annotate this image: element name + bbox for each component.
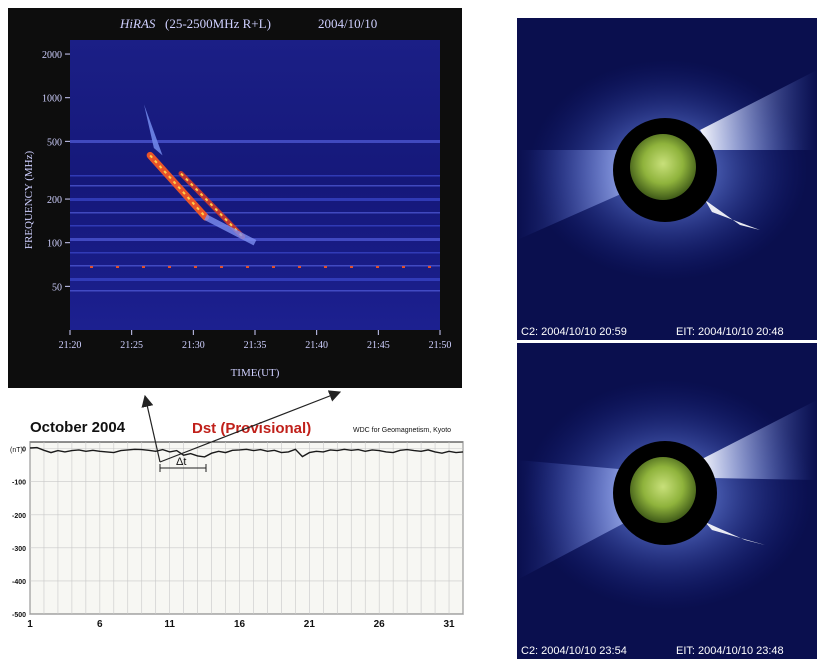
dst-x-tick-label: 31	[443, 619, 455, 630]
hiras-y-tick-label: 200	[47, 195, 62, 206]
dst-grid	[29, 442, 464, 615]
eit-sun-disk	[630, 457, 696, 523]
interference-dot	[324, 266, 327, 268]
hiras-y-tick-label: 500	[47, 137, 62, 148]
interference-dot	[90, 266, 93, 268]
interference-band	[70, 185, 440, 187]
dst-y-tick-label: -500	[12, 612, 26, 619]
eit-sun-disk	[630, 134, 696, 200]
arrow-to-burst-end	[159, 390, 342, 463]
burst-tail	[204, 214, 257, 246]
dst-y-tick-label: -400	[12, 579, 26, 586]
interference-band	[70, 212, 440, 214]
streamer-w	[517, 150, 630, 240]
hiras-x-tick-label: 21:45	[367, 340, 390, 351]
dst-panel: October 2004 Dst (Provisional) WDC for G…	[10, 419, 464, 630]
dst-y-ticks: 0 -100 -200 -300 -400 -500	[12, 447, 26, 619]
hiras-title-instrument: HiRAS	[119, 16, 156, 31]
interference-dot	[376, 266, 379, 268]
delta-t-marker: Δt	[159, 456, 207, 472]
interference-dot	[246, 266, 249, 268]
interference-dot	[298, 266, 301, 268]
lasco-top-c2-label: C2: 2004/10/10 20:59	[521, 326, 627, 338]
interference-band	[70, 225, 440, 227]
hiras-title-range: (25-2500MHz R+L)	[165, 16, 271, 31]
dst-y-tick-label: 0	[22, 447, 26, 454]
dst-x-tick-label: 6	[97, 619, 103, 630]
dst-y-tick-label: -300	[12, 546, 26, 553]
interference-dot	[116, 266, 119, 268]
interference-band	[70, 175, 440, 177]
dst-y-tick-label: -200	[12, 513, 26, 520]
dst-x-tick-label: 11	[164, 619, 175, 630]
dst-month-label: October 2004	[30, 419, 126, 436]
hiras-ylabel: FREQUENCY (MHz)	[23, 151, 35, 250]
hiras-y-tick-label: 50	[52, 282, 62, 293]
connector-arrows	[141, 390, 342, 463]
hiras-y-tick-label: 2000	[42, 50, 62, 61]
hiras-x-tick-label: 21:50	[429, 340, 452, 351]
interference-band	[70, 140, 440, 143]
delta-t-label: Δt	[176, 456, 186, 468]
interference-dot	[272, 266, 275, 268]
lasco-top-eit-label: EIT: 2004/10/10 20:48	[676, 326, 784, 338]
interference-dot	[350, 266, 353, 268]
streamer-ne	[700, 400, 817, 480]
lasco-bottom-eit-label: EIT: 2004/10/10 23:48	[676, 645, 784, 657]
hiras-x-tick-label: 21:25	[120, 340, 143, 351]
radio-burst-features	[144, 104, 257, 246]
hiras-x-tick-label: 21:35	[244, 340, 267, 351]
lasco-bottom-c2-label: C2: 2004/10/10 23:54	[521, 645, 627, 657]
hiras-xlabel: TIME(UT)	[231, 367, 280, 379]
interference-dot	[194, 266, 197, 268]
lasco-image-bottom: C2: 2004/10/10 23:54 EIT: 2004/10/10 23:…	[517, 343, 817, 659]
dst-x-tick-label: 1	[27, 619, 33, 630]
dst-x-ticks: 1 6 11 16 21 26 31	[27, 619, 455, 630]
hiras-spectrum-panel: HiRAS (25-2500MHz R+L) 2004/10/10 FREQUE…	[8, 8, 462, 388]
streamer-w	[517, 460, 630, 580]
hiras-x-ticks: 21:20 21:25 21:30 21:35 21:40 21:45 21:50	[59, 330, 452, 351]
dst-title: Dst (Provisional)	[192, 420, 311, 437]
dst-y-tick-label: -100	[12, 480, 26, 487]
dst-x-tick-label: 21	[304, 619, 316, 630]
dst-x-tick-label: 16	[234, 619, 246, 630]
lasco-image-top: C2: 2004/10/10 20:59 EIT: 2004/10/10 20:…	[517, 18, 817, 340]
interference-band	[70, 198, 440, 201]
interference-dot	[142, 266, 145, 268]
interference-band	[70, 278, 440, 281]
dst-plot-area	[29, 441, 464, 615]
hiras-y-tick-label: 1000	[42, 94, 62, 105]
type-ii-burst-lane	[146, 151, 210, 221]
dst-x-tick-label: 26	[374, 619, 386, 630]
interference-band	[70, 290, 440, 292]
interference-dot	[168, 266, 171, 268]
hiras-x-tick-label: 21:40	[305, 340, 328, 351]
interference-band	[70, 265, 440, 267]
dst-source: WDC for Geomagnetism, Kyoto	[353, 427, 451, 434]
interference-band	[70, 252, 440, 254]
hiras-y-ticks: 2000 1000 500 200 100 50	[42, 50, 70, 293]
interference-dot	[220, 266, 223, 268]
hiras-y-tick-label: 100	[47, 239, 62, 250]
interference-dot	[402, 266, 405, 268]
dst-unit: (nT)	[10, 447, 23, 454]
early-burst-feature	[144, 104, 163, 156]
interference-dot	[428, 266, 431, 268]
type-ii-burst-core	[180, 172, 244, 238]
hiras-x-tick-label: 21:20	[59, 340, 82, 351]
hiras-x-tick-label: 21:30	[182, 340, 205, 351]
hiras-title-date: 2004/10/10	[318, 16, 377, 31]
arrow-to-burst-start	[141, 394, 161, 463]
dst-series-line	[29, 446, 464, 458]
streamer-ne	[700, 70, 817, 150]
